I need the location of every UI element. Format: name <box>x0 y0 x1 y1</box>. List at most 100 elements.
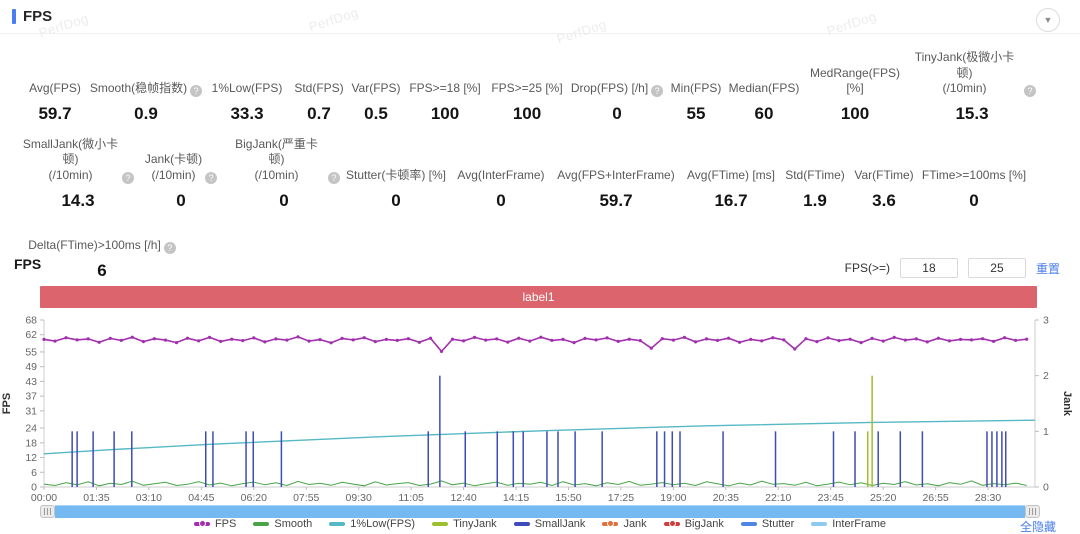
series-fps-marker <box>760 339 764 343</box>
collapse-panel-button[interactable]: ▼ <box>1036 8 1060 32</box>
reset-button[interactable]: 重置 <box>1035 261 1060 276</box>
stat-label: BigJank(严重卡顿) (/10min)? <box>228 137 340 184</box>
left-tick-label: 0 <box>31 482 37 494</box>
series-fps-marker <box>892 335 896 339</box>
legend-swatch-icon <box>253 522 270 526</box>
stat-cell: MedRange(FPS)[%] 100 <box>802 66 908 124</box>
legend-label: Smooth <box>274 518 313 530</box>
panel-header: FPS <box>12 8 52 25</box>
legend-label: TinyJank <box>453 518 497 530</box>
legend-swatch-icon <box>193 520 210 527</box>
series-fps-marker <box>1014 338 1018 342</box>
series-fps-marker <box>992 339 996 343</box>
series-fps-marker <box>263 340 267 344</box>
series-fps-marker <box>406 337 410 341</box>
help-icon[interactable]: ? <box>122 171 134 184</box>
series-fps-marker <box>241 339 245 343</box>
series-fps-marker <box>870 336 874 340</box>
help-icon[interactable]: ? <box>163 241 176 254</box>
series-fps-marker <box>550 338 554 342</box>
series-fps-marker <box>462 339 466 343</box>
stat-cell: Avg(FTime) [ms] 16.7 <box>682 154 780 211</box>
series-fps-marker <box>252 336 256 340</box>
series-fps-marker <box>793 347 797 351</box>
series-fps-marker <box>804 337 808 341</box>
left-tick-label: 43 <box>25 376 37 388</box>
series-fps-marker <box>715 338 720 342</box>
series-fps-marker <box>163 338 168 342</box>
series-fps-marker <box>936 336 941 340</box>
series-fps-marker <box>638 339 642 343</box>
chart-legend: FPS Smooth 1%Low(FPS) TinyJank SmallJank Jank… <box>110 518 970 530</box>
series-fps-marker <box>417 340 421 344</box>
left-tick-label: 68 <box>25 315 37 327</box>
series-fps-marker <box>627 337 631 341</box>
help-icon[interactable]: ? <box>1024 84 1036 97</box>
series-fps-marker <box>495 337 499 341</box>
stat-cell: Var(FPS) 0.5 <box>348 67 404 124</box>
x-tick-label: 04:45 <box>188 492 214 504</box>
series-fps-marker <box>318 338 322 342</box>
stat-cell: FPS>=25 [%] 100 <box>486 67 568 124</box>
stat-value: 6 <box>97 260 107 280</box>
series-fps-marker <box>86 337 90 341</box>
legend-item-1-low-fps-[interactable]: 1%Low(FPS) <box>329 518 415 530</box>
legend-item-stutter[interactable]: Stutter <box>740 518 794 530</box>
x-tick-label: 01:35 <box>83 492 109 504</box>
stat-cell: Var(FTime) 3.6 <box>850 154 918 211</box>
stat-label: Var(FPS) <box>351 81 401 96</box>
range-handle-left[interactable] <box>40 505 55 518</box>
series-fps-marker <box>174 341 179 345</box>
series-fps-marker <box>594 338 598 342</box>
legend-item-tinyjank[interactable]: TinyJank <box>432 518 497 530</box>
hide-all-link[interactable]: 全隐藏 <box>1019 520 1056 534</box>
stat-row: Avg(FPS) 59.7 Smooth(稳帧指数)? 0.9 1%Low(FPS) 33… <box>22 50 1066 124</box>
series-fps-marker <box>782 338 786 342</box>
stat-cell: Stutter(卡顿率) [%] 0 <box>340 154 452 211</box>
help-icon[interactable]: ? <box>328 171 340 184</box>
stat-cell: Delta(FTime)>100ms [/h]? 6 <box>22 224 182 281</box>
series-fps-marker <box>230 337 234 341</box>
fps-threshold-input-high[interactable] <box>967 258 1026 278</box>
left-tick-label: 62 <box>25 329 37 341</box>
help-icon[interactable]: ? <box>205 171 218 184</box>
right-tick-label: 1 <box>1043 426 1049 438</box>
stat-cell: Avg(FPS+InterFrame) 59.7 <box>550 154 682 211</box>
stat-label: Smooth(稳帧指数)? <box>88 67 204 97</box>
legend-item-bigjank[interactable]: BigJank <box>663 518 724 530</box>
help-icon[interactable]: ? <box>651 84 664 97</box>
panel-title: FPS <box>23 8 53 25</box>
x-tick-label: 06:20 <box>241 492 267 504</box>
legend-item-fps[interactable]: FPS <box>193 518 236 530</box>
legend-swatch-icon <box>811 522 828 526</box>
help-icon[interactable]: ? <box>190 84 203 97</box>
left-tick-label: 37 <box>25 391 37 403</box>
range-handle-right[interactable] <box>1025 505 1040 518</box>
fps-threshold-input-low[interactable] <box>899 258 958 278</box>
legend-label: BigJank <box>684 518 724 530</box>
stat-cell: Std(FTime) 1.9 <box>780 154 850 211</box>
stat-row: SmallJank(微小卡顿) (/10min)? 14.3 Jank(卡顿) (/10… <box>22 137 1066 211</box>
left-tick-label: 49 <box>25 361 37 373</box>
chevron-down-icon: ▼ <box>1043 14 1053 25</box>
series-1-low-fps- <box>43 419 1036 455</box>
left-tick-label: 55 <box>25 346 37 358</box>
stat-label: Avg(FPS+InterFrame) <box>557 167 675 182</box>
stat-value: 0 <box>391 190 401 210</box>
series-fps-marker <box>616 339 620 343</box>
series-fps-marker <box>583 336 587 340</box>
chart-range-scrollbar[interactable] <box>40 505 1040 518</box>
stat-label: Var(FTime) <box>854 167 914 182</box>
range-track[interactable] <box>55 505 1025 518</box>
x-tick-label: 19:00 <box>660 492 686 504</box>
stat-cell: Drop(FPS) [/h]? 0 <box>568 67 666 124</box>
legend-item-smalljank[interactable]: SmallJank <box>513 518 585 530</box>
legend-item-interframe[interactable]: InterFrame <box>811 518 886 530</box>
legend-item-smooth[interactable]: Smooth <box>253 518 312 530</box>
legend-swatch-icon <box>740 522 757 526</box>
stat-value: 100 <box>512 103 542 123</box>
series-fps-marker <box>274 337 278 341</box>
legend-item-jank[interactable]: Jank <box>602 518 647 530</box>
